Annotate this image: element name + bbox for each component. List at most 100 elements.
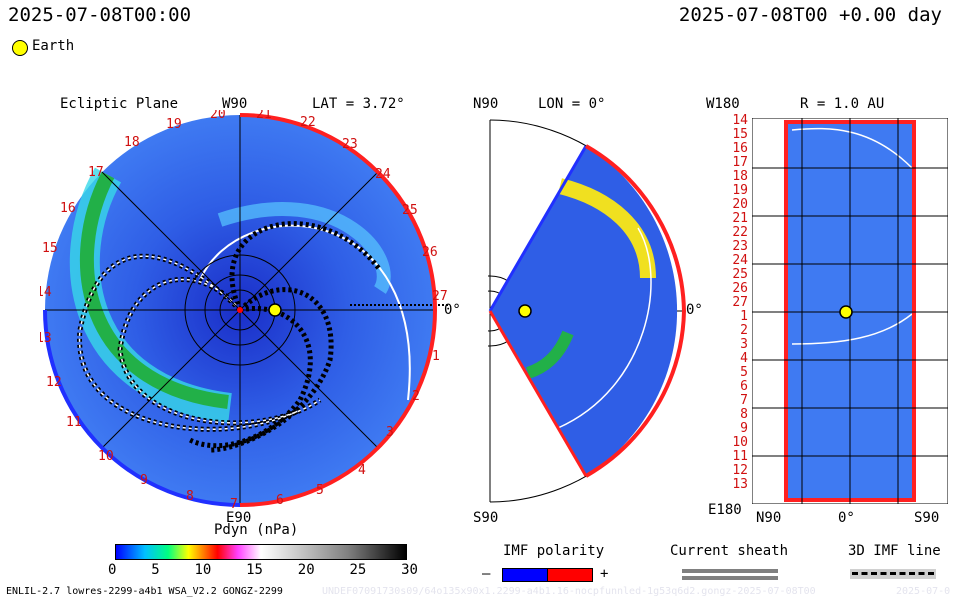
positive-sector-arc [239,113,437,311]
timestamp-right: 2025-07-08T00 +0.00 day [678,4,942,26]
ecliptic-lat: LAT = 3.72° [312,96,405,112]
radial-tick-label: 4 [740,351,748,366]
earth-marker [268,303,282,317]
radial-top-left: W180 [706,96,740,112]
meridional-zero-label: 0° [686,302,703,318]
svg-text:6: 6 [276,493,284,508]
svg-text:7: 7 [230,497,238,510]
footer-model: ENLIL-2.7 lowres-2299-a4b1 WSA_V2.2 GONG… [6,586,283,597]
svg-text:25: 25 [402,203,418,218]
svg-text:1: 1 [432,349,440,364]
radial-tick-label: 7 [740,393,748,408]
radial-tick-label: 3 [740,337,748,352]
radial-tick-label: 18 [732,169,748,184]
meridional-current-sheet [557,227,652,429]
radial-tick-label: 17 [732,155,748,170]
radial-tick-label: 15 [732,127,748,142]
svg-text:17: 17 [88,165,104,180]
radial-tick-label: 19 [732,183,748,198]
radial-x-right: S90 [914,510,940,526]
svg-text:3: 3 [386,425,394,440]
svg-text:5: 5 [316,483,324,498]
ecliptic-zero-label: 0° [444,302,461,318]
imf-polarity-title: IMF polarity [503,543,605,559]
radial-grid [752,118,948,504]
radial-tick-label: 21 [732,211,748,226]
svg-text:13: 13 [40,331,52,346]
svg-text:4: 4 [358,463,366,478]
svg-text:24: 24 [375,167,391,182]
radial-tick-label: 23 [732,239,748,254]
radial-tick-label: 1 [740,309,748,324]
negative-polarity-swatch [502,568,548,582]
radial-tick-label: 24 [732,253,748,268]
meridional-edge-top [488,145,588,312]
svg-text:26: 26 [422,245,438,260]
svg-text:15: 15 [42,241,58,256]
radial-tick-label: 27 [732,295,748,310]
positive-sector-arc-2 [239,309,437,507]
svg-text:22: 22 [300,115,316,130]
meridional-plot [488,119,687,503]
colorbar-tick: 5 [151,562,160,578]
radial-earth-marker [839,305,853,319]
colorbar-tick: 20 [297,562,315,578]
svg-text:20: 20 [210,110,226,122]
radial-current-bottom [791,313,913,345]
svg-text:21: 21 [256,110,272,122]
svg-text:14: 14 [40,285,52,300]
meridional-edge-bottom [488,310,588,477]
positive-polarity-swatch [547,568,593,582]
meridional-top-label: N90 [473,96,499,112]
earth-legend-label: Earth [32,38,75,54]
colorbar-tick: 0 [108,562,117,578]
svg-text:18: 18 [124,135,140,150]
radial-tick-label: 13 [732,477,748,492]
radial-tick-label: 26 [732,281,748,296]
radial-bottom-left: E180 [708,502,742,518]
meridional-edge-arc [585,144,687,478]
radial-plot [752,118,948,504]
colorbar-tick: 30 [401,562,418,578]
svg-text:27: 27 [432,289,448,304]
radial-tick-label: 9 [740,421,748,436]
svg-text:12: 12 [46,375,62,390]
radial-title: R = 1.0 AU [800,96,885,112]
svg-text:9: 9 [140,473,148,488]
radial-tick-label: 10 [732,435,748,450]
colorbar-tick: 15 [246,562,263,578]
ecliptic-top-label: W90 [222,96,248,112]
radial-tick-label: 22 [732,225,748,240]
meridional-bottom-label: S90 [473,510,499,526]
sun-marker [237,307,243,313]
meridional-cme-green [525,330,574,379]
meridional-lon: LON = 0° [538,96,606,112]
radial-tick-label: 20 [732,197,748,212]
current-sheath-line-1 [682,569,778,573]
radial-tick-label: 12 [732,463,748,478]
radial-x-left: N90 [756,510,782,526]
ecliptic-bottom-label: E90 [226,510,252,526]
meridional-earth-marker [518,304,532,318]
radial-tick-label: 16 [732,141,748,156]
colorbar-tick: 25 [349,562,367,578]
svg-text:11: 11 [66,415,82,430]
earth-legend-icon [12,40,28,56]
ecliptic-title: Ecliptic Plane [60,96,179,112]
current-sheath-line-2 [682,576,778,580]
radial-tick-labels: 14 15 16 17 18 19 20 21 22 23 24 25 26 27 1 2 3 4 5 6 7 8 9 10 1… [726,114,748,492]
current-sheath-title: Current sheath [670,543,789,559]
svg-text:2: 2 [412,389,420,404]
colorbar-title: Pdyn (nPa) [214,522,299,538]
cme-arc-core [79,171,229,409]
current-sheet [199,224,411,401]
radial-tick-label: 5 [740,365,748,380]
solar-wind-stream [217,202,391,294]
imf-line-title: 3D IMF line [848,543,941,559]
footer-run-date: 2025-07-0 [896,586,951,597]
footer-run-id: UNDEF07091730s09/64o135x90x1.2299-a4b1.1… [322,586,816,597]
radial-tick-label: 11 [732,449,748,464]
svg-text:23: 23 [342,137,358,152]
svg-text:10: 10 [98,449,114,464]
timestamp-left: 2025-07-08T00:00 [8,4,192,26]
